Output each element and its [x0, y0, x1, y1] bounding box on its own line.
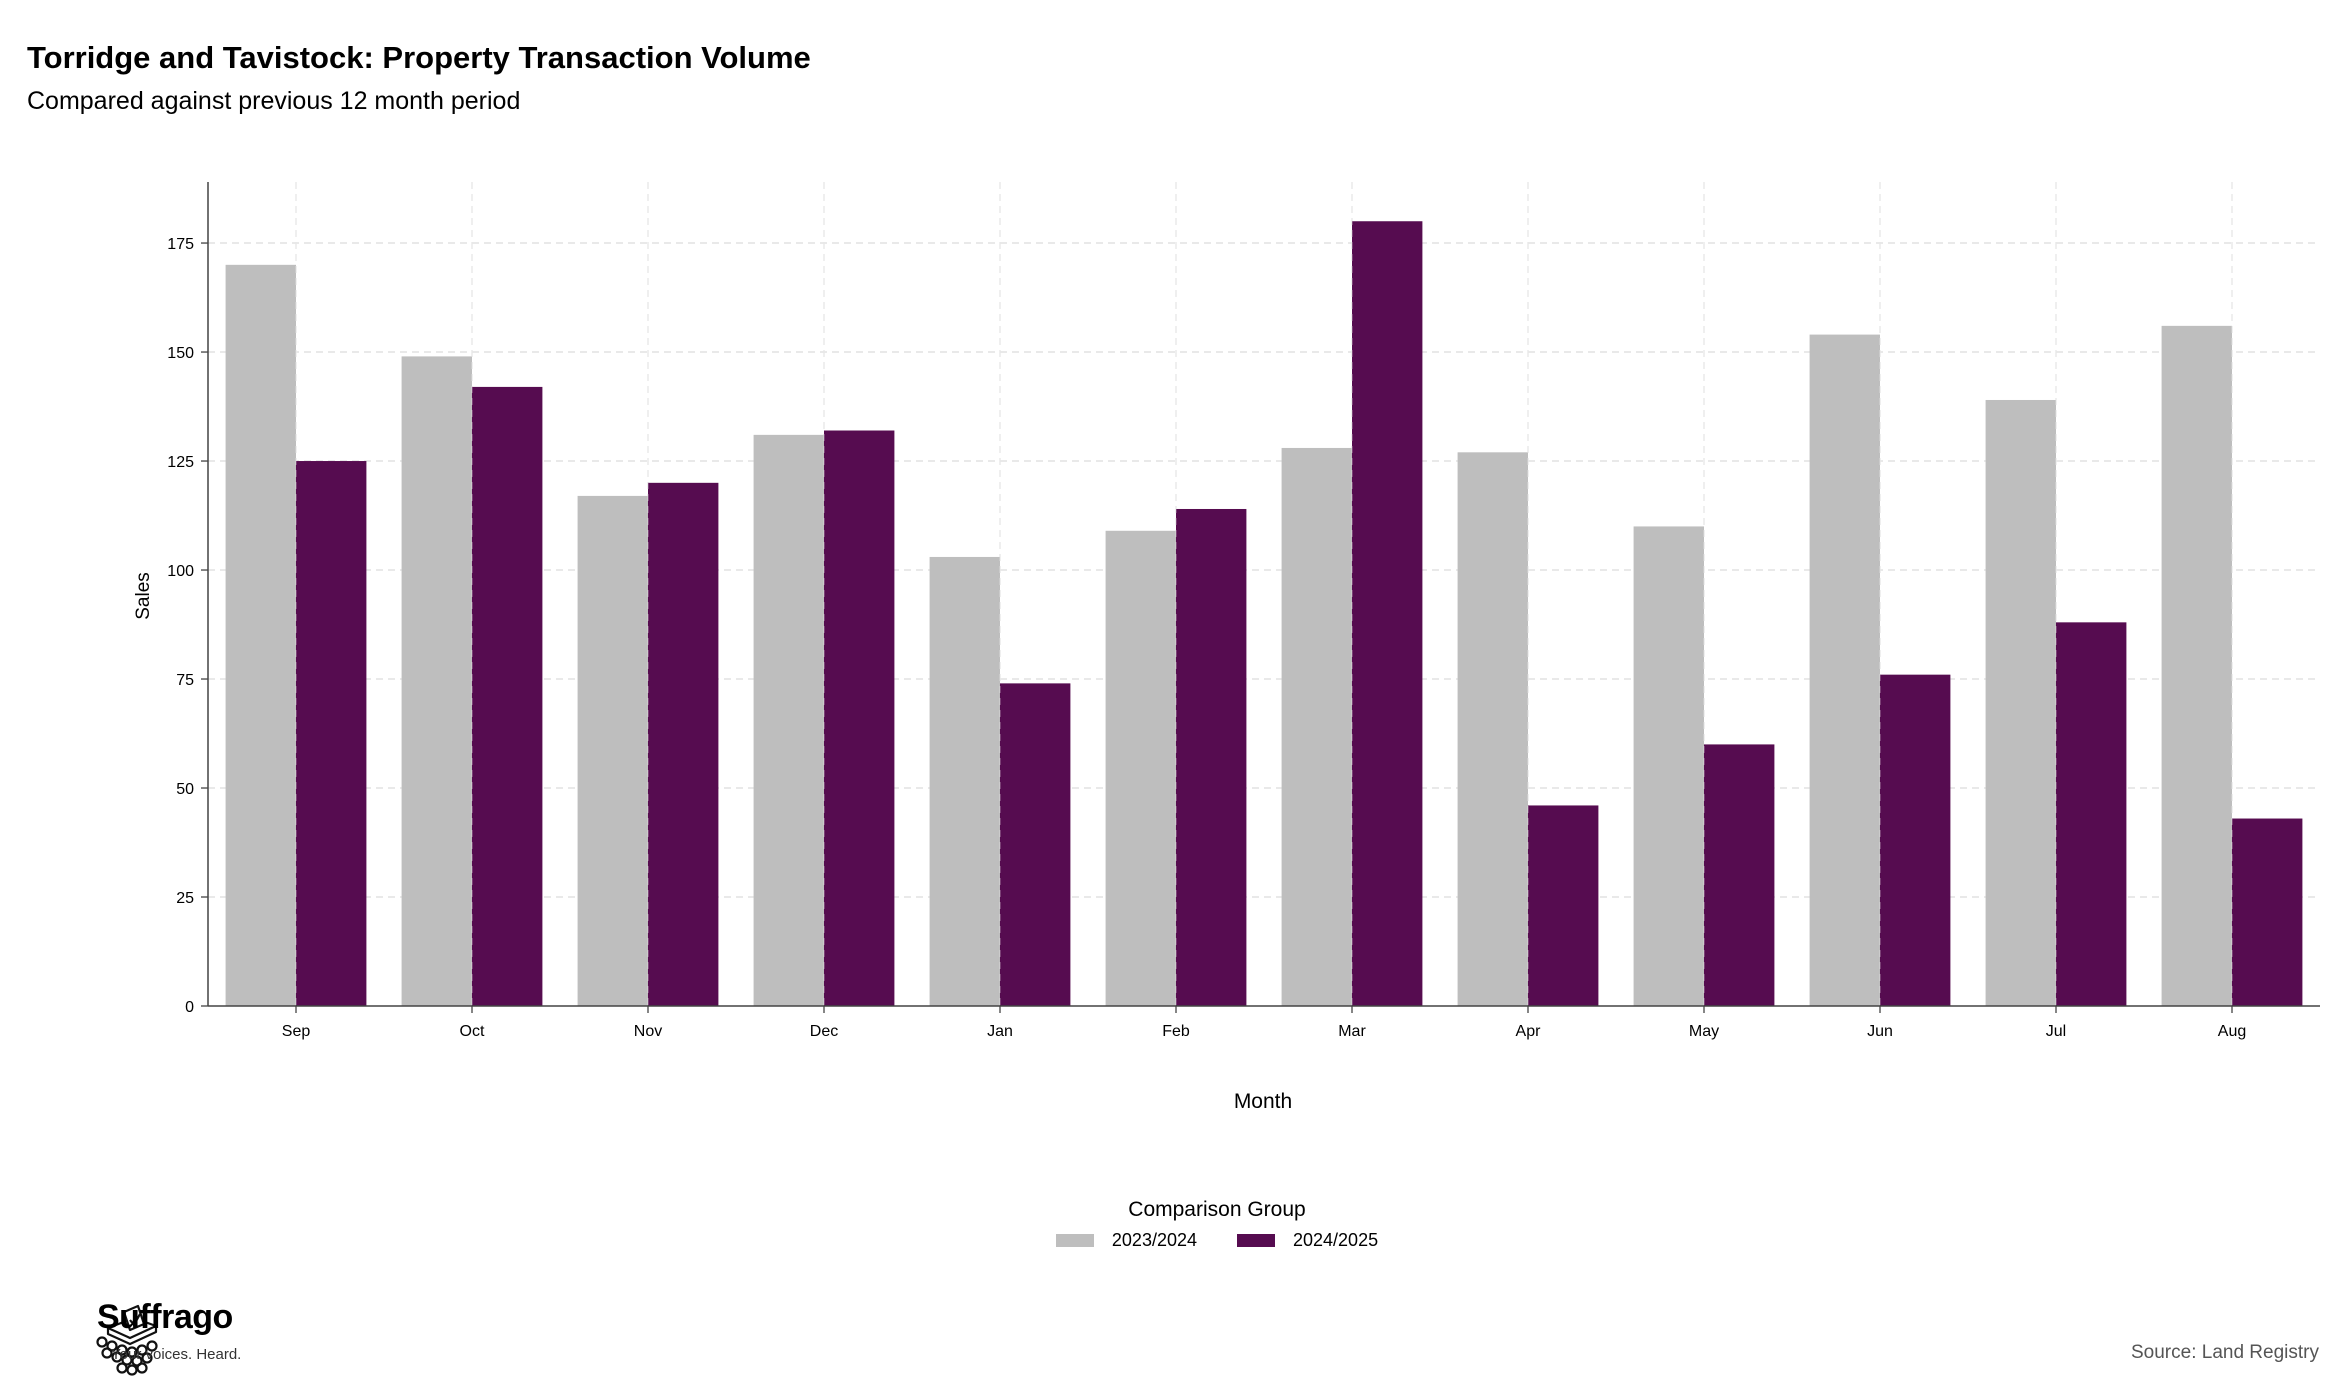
y-tick-label: 100	[167, 563, 194, 580]
legend-swatch-series-1	[1055, 1234, 1094, 1247]
legend-item-series-2: 2024/2025	[1237, 1230, 1378, 1251]
legend-item-series-1: 2023/2024	[1055, 1230, 1197, 1251]
y-tick-label: 175	[167, 236, 194, 253]
x-tick-label: Aug	[2218, 1023, 2246, 1040]
x-tick-label: Jun	[1867, 1023, 1893, 1040]
legend-swatch-series-2	[1237, 1234, 1275, 1247]
bar-2024/2025-Sep	[296, 461, 367, 1006]
x-tick-label: Feb	[1162, 1023, 1190, 1040]
bar-2023/2024-Jan	[929, 556, 1000, 1006]
y-tick-label: 125	[167, 454, 194, 471]
bar-2023/2024-Apr	[1457, 452, 1528, 1006]
legend-label-series-1: 2023/2024	[1111, 1230, 1197, 1250]
bar-2024/2025-Feb	[1176, 508, 1247, 1006]
bar-2023/2024-Jul	[1985, 399, 2056, 1007]
x-tick-label: Sep	[282, 1023, 311, 1040]
bar-2024/2025-Jan	[1000, 683, 1071, 1006]
legend-label-series-2: 2024/2025	[1293, 1230, 1379, 1250]
bar-2024/2025-Mar	[1352, 221, 1423, 1006]
bars	[225, 182, 2303, 1007]
bar-2023/2024-Jun	[1809, 334, 1880, 1006]
axes: 0 25 50 75 100 125 150 175 Sep Oct Nov Dec Jan Feb Mar…	[167, 182, 2320, 1040]
brand-name: Suffrago	[97, 1298, 233, 1336]
brand-tagline: Your voices. Heard.	[111, 1346, 242, 1363]
ballot-box-logo-icon	[96, 1304, 158, 1376]
x-tick-label: Nov	[634, 1023, 662, 1040]
bar-2023/2024-Nov	[577, 495, 648, 1006]
bar-2023/2024-Mar	[1281, 447, 1352, 1006]
bar-2024/2025-Apr	[1528, 805, 1599, 1006]
x-tick-label: Mar	[1338, 1023, 1366, 1040]
bar-2024/2025-Dec	[824, 430, 895, 1006]
legend-title: Comparison Group	[1128, 1198, 1306, 1221]
x-axis-label: Month	[1234, 1090, 1292, 1113]
bar-2023/2024-Aug	[2161, 325, 2232, 1006]
x-tick-label: Jan	[987, 1023, 1013, 1040]
bar-2023/2024-May	[1633, 526, 1704, 1006]
bar-2024/2025-May	[1704, 744, 1775, 1006]
y-axis-label: Sales	[133, 572, 154, 620]
legend: Comparison Group 2023/2024 2024/2025	[0, 1198, 2334, 1251]
bar-2023/2024-Dec	[753, 434, 824, 1006]
y-tick-label: 150	[167, 345, 194, 362]
bar-2024/2025-Nov	[648, 482, 719, 1006]
bar-2023/2024-Feb	[1105, 530, 1176, 1006]
bar-2024/2025-Jun	[1880, 674, 1951, 1006]
x-tick-label: Dec	[810, 1023, 838, 1040]
bar-2024/2025-Aug	[2232, 818, 2303, 1006]
y-tick-label: 75	[176, 672, 194, 689]
x-tick-label: Oct	[460, 1023, 485, 1040]
y-tick-label: 0	[185, 999, 194, 1016]
bar-2023/2024-Sep	[225, 264, 296, 1007]
source-note: Source: Land Registry	[2131, 1342, 2319, 1363]
legend-items: 2023/2024 2024/2025	[100, 1230, 2334, 1251]
y-tick-label: 50	[176, 781, 194, 798]
y-tick-label: 25	[176, 890, 194, 907]
x-tick-label: May	[1689, 1023, 1719, 1040]
bar-2024/2025-Oct	[472, 386, 543, 1007]
chart-subtitle: Compared against previous 12 month perio…	[27, 87, 521, 115]
x-tick-label: Jul	[2046, 1023, 2066, 1040]
bar-2023/2024-Oct	[401, 356, 472, 1006]
x-tick-label: Apr	[1516, 1023, 1542, 1040]
bar-2024/2025-Jul	[2056, 622, 2127, 1006]
chart-title: Torridge and Tavistock: Property Transac…	[27, 40, 811, 75]
